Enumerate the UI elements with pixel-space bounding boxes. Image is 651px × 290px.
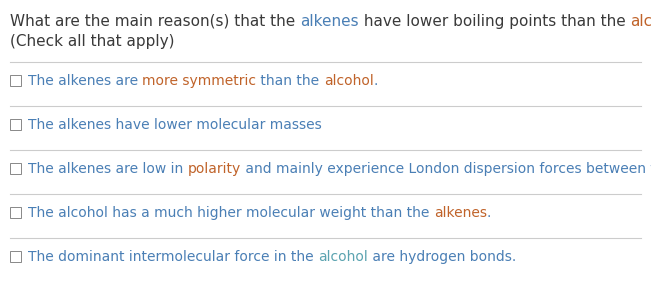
Bar — [10, 251, 21, 262]
Text: (Check all that apply): (Check all that apply) — [10, 34, 174, 49]
Text: than the: than the — [256, 74, 324, 88]
Text: The alkenes are: The alkenes are — [28, 74, 143, 88]
Text: What are the main reason(s) that the: What are the main reason(s) that the — [10, 14, 300, 29]
Text: more symmetric: more symmetric — [143, 74, 256, 88]
Text: have lower boiling points than the: have lower boiling points than the — [359, 14, 630, 29]
Text: polarity: polarity — [187, 162, 241, 176]
Bar — [10, 75, 21, 86]
Text: alkenes: alkenes — [300, 14, 359, 29]
Bar — [10, 163, 21, 174]
Text: The alkenes have lower molecular masses: The alkenes have lower molecular masses — [28, 118, 322, 132]
Text: are hydrogen bonds.: are hydrogen bonds. — [368, 250, 516, 264]
Text: .: . — [374, 74, 378, 88]
Text: alkenes: alkenes — [434, 206, 487, 220]
Text: .: . — [487, 206, 491, 220]
Bar — [10, 119, 21, 130]
Text: alcohol: alcohol — [318, 250, 368, 264]
Text: and mainly experience London dispersion forces between them.: and mainly experience London dispersion … — [241, 162, 651, 176]
Text: alcohol: alcohol — [324, 74, 374, 88]
Text: The alcohol has a much higher molecular weight than the: The alcohol has a much higher molecular … — [28, 206, 434, 220]
Text: The dominant intermolecular force in the: The dominant intermolecular force in the — [28, 250, 318, 264]
Text: The alkenes are low in: The alkenes are low in — [28, 162, 187, 176]
Text: alcohol: alcohol — [630, 14, 651, 29]
Bar — [10, 207, 21, 218]
